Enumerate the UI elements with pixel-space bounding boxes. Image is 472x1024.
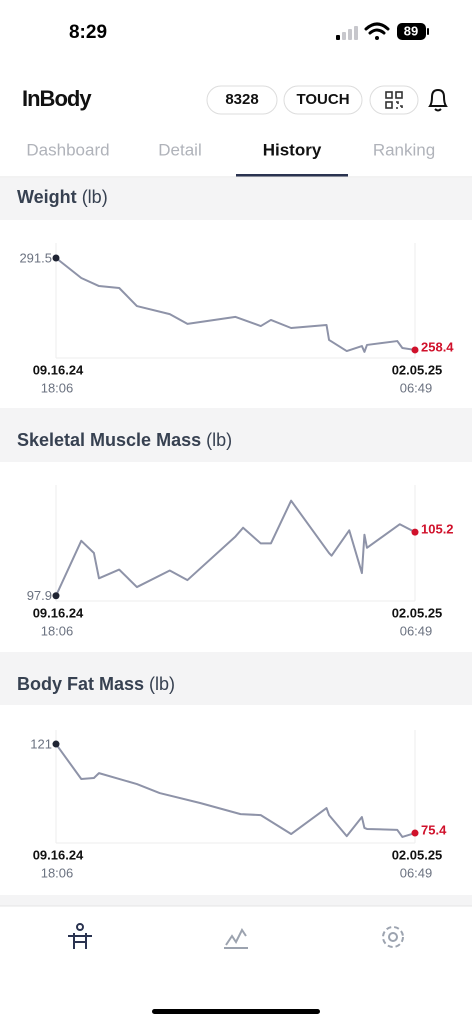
section-title-text: Weight bbox=[17, 187, 77, 207]
data-line bbox=[55, 257, 416, 353]
code-button[interactable] bbox=[206, 85, 278, 115]
chart-card bbox=[0, 462, 472, 652]
end-point bbox=[411, 528, 419, 536]
start-date: 09.16.24 bbox=[33, 362, 84, 377]
status-time: 8:29 bbox=[69, 22, 107, 43]
battery bbox=[397, 23, 426, 40]
end-value-label: 75.4 bbox=[421, 822, 447, 837]
nav-body-icon[interactable] bbox=[68, 923, 92, 949]
nav-chart-icon[interactable] bbox=[224, 928, 248, 949]
section-unit: (lb) bbox=[206, 430, 232, 450]
data-line bbox=[55, 743, 416, 838]
qr-icon bbox=[385, 91, 403, 109]
start-date: 09.16.24 bbox=[33, 605, 84, 620]
tab[interactable]: Ranking bbox=[373, 140, 435, 159]
touch-label[interactable]: TOUCH bbox=[296, 91, 349, 108]
battery-level: 89 bbox=[404, 23, 418, 38]
chart-card bbox=[0, 220, 472, 408]
end-time: 06:49 bbox=[400, 623, 433, 638]
section-unit: (lb) bbox=[82, 187, 108, 207]
section-title: Body Fat Mass (lb) bbox=[17, 674, 175, 694]
start-point bbox=[52, 740, 60, 748]
start-time: 18:06 bbox=[41, 380, 74, 395]
home-indicator bbox=[152, 1009, 320, 1014]
start-value-label: 121 bbox=[30, 736, 52, 751]
end-time: 06:49 bbox=[400, 865, 433, 880]
wifi bbox=[364, 22, 390, 40]
tab[interactable]: Detail bbox=[158, 140, 201, 159]
end-value-label: 105.2 bbox=[421, 522, 454, 537]
start-time: 18:06 bbox=[41, 623, 74, 638]
section-title-text: Skeletal Muscle Mass bbox=[17, 430, 201, 450]
battery-tip bbox=[427, 28, 429, 35]
touch-button[interactable] bbox=[283, 85, 363, 115]
end-value-label: 258.4 bbox=[421, 339, 454, 354]
tab[interactable]: History bbox=[263, 140, 322, 159]
logo: InBody bbox=[22, 86, 92, 111]
end-point bbox=[411, 829, 419, 837]
end-date: 02.05.25 bbox=[392, 847, 443, 862]
end-date: 02.05.25 bbox=[392, 362, 443, 377]
chart-card bbox=[0, 705, 472, 895]
start-value-label: 97.9 bbox=[27, 588, 52, 603]
start-point bbox=[52, 254, 60, 262]
bell-icon[interactable] bbox=[428, 88, 448, 112]
start-time: 18:06 bbox=[41, 865, 74, 880]
tab-indicator bbox=[236, 174, 348, 177]
end-date: 02.05.25 bbox=[392, 605, 443, 620]
nav-settings-icon[interactable] bbox=[382, 926, 404, 948]
qr-button[interactable] bbox=[369, 85, 419, 115]
start-point bbox=[52, 592, 60, 600]
end-point bbox=[411, 346, 419, 354]
code-label[interactable]: 8328 bbox=[225, 91, 258, 108]
end-time: 06:49 bbox=[400, 380, 433, 395]
start-value-label: 291.5 bbox=[19, 250, 52, 265]
signal bbox=[336, 26, 358, 40]
start-date: 09.16.24 bbox=[33, 847, 84, 862]
section-unit: (lb) bbox=[149, 674, 175, 694]
section-title-text: Body Fat Mass bbox=[17, 674, 144, 694]
section-title: Weight (lb) bbox=[17, 187, 108, 207]
tab[interactable]: Dashboard bbox=[26, 140, 109, 159]
data-line bbox=[55, 499, 416, 597]
section-title: Skeletal Muscle Mass (lb) bbox=[17, 430, 232, 450]
